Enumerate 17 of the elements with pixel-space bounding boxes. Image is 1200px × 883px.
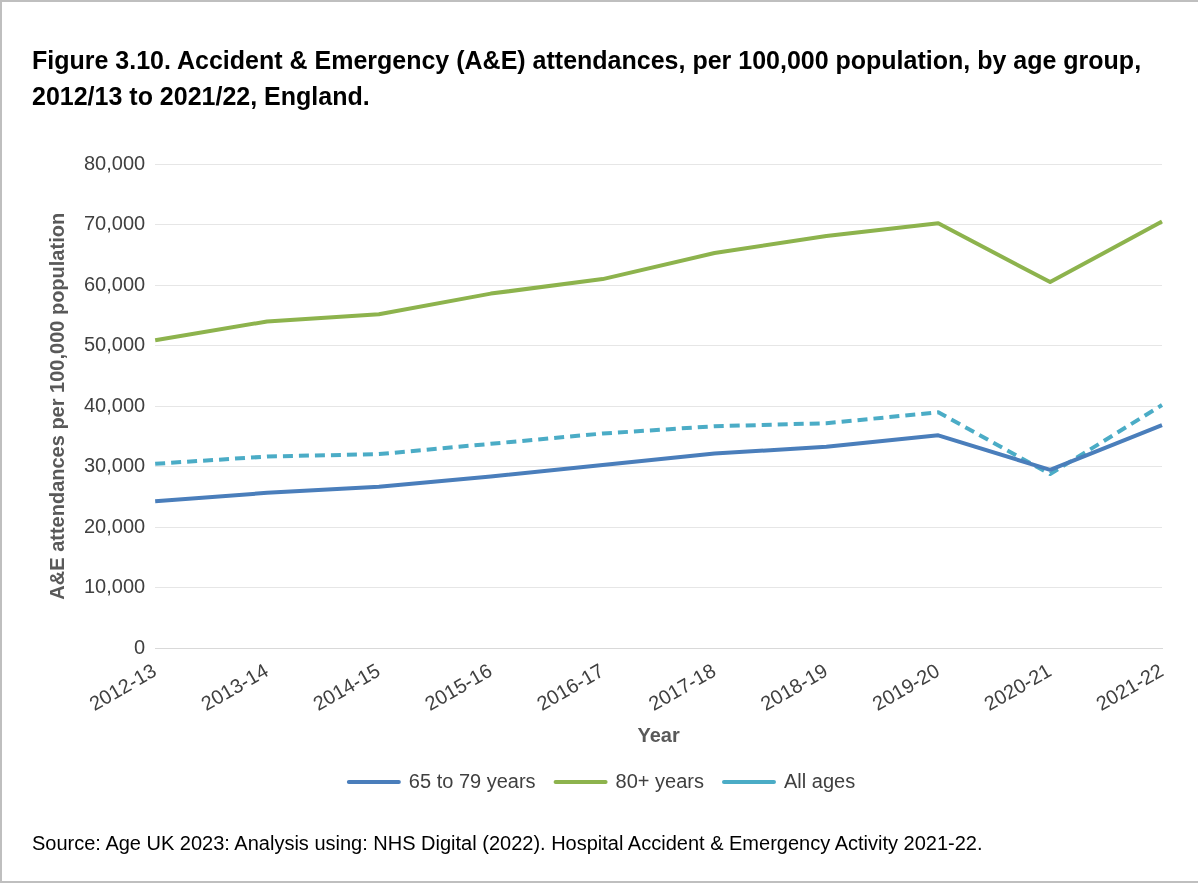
y-tick-label: 40,000 [84, 393, 146, 416]
y-tick-label: 50,000 [84, 333, 146, 356]
y-tick-label: 30,000 [84, 454, 146, 477]
legend-label: All ages [783, 769, 856, 792]
y-tick-label: 10,000 [84, 575, 146, 598]
y-tick-label: 80,000 [84, 151, 146, 174]
y-tick-label: 20,000 [84, 514, 146, 537]
source-note: Source: Age UK 2023: Analysis using: NHS Digital (2022). Hospital Accident & Emergency Activity 2021-22. [32, 832, 983, 855]
legend-label: 80+ years [615, 769, 704, 792]
y-tick-label: 0 [134, 636, 146, 659]
chart-title: Figure 3.10. Accident & Emergency (A&E) attendances, per 100,000 population, by age group, 2012/13 to 2021/22, England. [32, 45, 1143, 112]
x-axis-title: Year [637, 723, 680, 746]
y-tick-label: 60,000 [84, 272, 146, 295]
legend-label: 65 to 79 years [408, 769, 536, 792]
y-axis-title: A&E attendances per 100,000 population [45, 212, 68, 600]
line-series [153, 403, 1164, 477]
y-tick-label: 70,000 [84, 212, 146, 235]
